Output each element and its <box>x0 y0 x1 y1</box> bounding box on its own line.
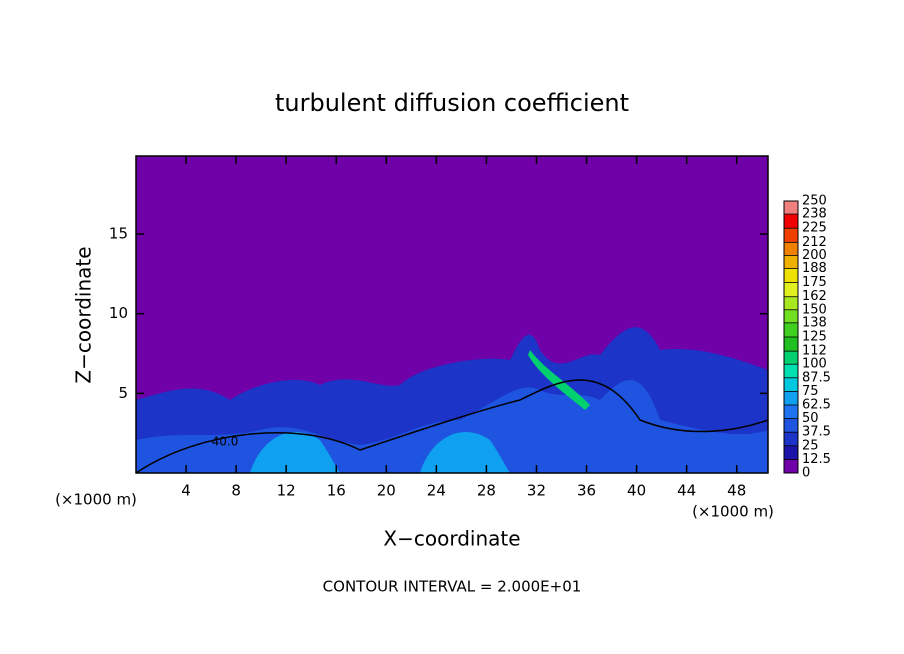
x-tick-label: 8 <box>231 482 241 500</box>
colorbar-bin <box>784 432 798 446</box>
colorbar-label: 225 <box>802 221 827 236</box>
colorbar-bin <box>784 201 798 215</box>
colorbar-bin <box>784 391 798 405</box>
colorbar-bin <box>784 322 798 337</box>
x-tick-label: 36 <box>577 482 596 500</box>
colorbar-label: 125 <box>802 330 827 345</box>
colorbar-bin <box>784 418 798 433</box>
y-tick-label: 5 <box>118 384 128 402</box>
colorbar-label: 112 <box>802 344 827 359</box>
colorbar-label: 162 <box>802 289 827 304</box>
colorbar-label: 87.5 <box>802 370 831 385</box>
colorbar-bin <box>784 351 798 365</box>
x-axis-title: X−coordinate <box>383 527 520 551</box>
colorbar-label: 12.5 <box>802 452 831 467</box>
footer: CONTOUR INTERVAL = 2.000E+01 <box>323 578 582 596</box>
y-tick-label: 10 <box>109 304 128 322</box>
colorbar-label: 62.5 <box>802 398 831 413</box>
plot-frame <box>135 155 769 474</box>
colorbar-bin <box>784 459 798 473</box>
x-tick-label: 20 <box>377 482 396 500</box>
x-tick-label: 44 <box>677 482 696 500</box>
x-tick-label: 24 <box>427 482 446 500</box>
colorbar-bin <box>784 405 798 419</box>
chart-title: turbulent diffusion coefficient <box>275 89 629 117</box>
colorbar-label: 75 <box>802 384 819 399</box>
colorbar-bin <box>784 296 798 310</box>
colorbar-label: 50 <box>802 411 819 426</box>
colorbar-label: 212 <box>802 235 827 250</box>
y-tick-label: 15 <box>109 225 128 243</box>
x-tick-label: 16 <box>327 482 346 500</box>
x-unit: (×1000 m) <box>55 491 137 509</box>
colorbar-bin <box>784 214 798 229</box>
colorbar-label: 150 <box>802 302 827 317</box>
colorbar-bin <box>784 242 798 256</box>
y-axis-title: Z−coordinate <box>72 246 96 383</box>
colorbar-bin <box>784 309 798 323</box>
colorbar-bin <box>784 255 798 269</box>
x-tick-label: 48 <box>727 482 746 500</box>
colorbar-label: 0 <box>802 466 810 481</box>
colorbar-label: 188 <box>802 261 827 276</box>
x-tick-label: 32 <box>527 482 546 500</box>
colorbar-label: 238 <box>802 207 827 222</box>
colorbar-bin <box>784 268 798 283</box>
x-tick-label: 4 <box>181 482 191 500</box>
colorbar-label: 138 <box>802 315 827 330</box>
colorbar-bin <box>784 337 798 352</box>
colorbar-label: 175 <box>802 275 827 290</box>
colorbar-label: 37.5 <box>802 425 831 440</box>
field: 40.0 <box>135 156 769 474</box>
colorbar-bin <box>784 228 798 243</box>
colorbar-bin <box>784 282 798 297</box>
contour-label: 40.0 <box>212 435 239 449</box>
colorbar-bin <box>784 364 798 378</box>
x-tick-label: 12 <box>277 482 296 500</box>
colorbar-label: 25 <box>802 438 819 453</box>
x-tick-label: 40 <box>627 482 646 500</box>
x-unit: (×1000 m) <box>692 503 774 521</box>
colorbar-bin <box>784 445 798 460</box>
x-tick-label: 28 <box>477 482 496 500</box>
colorbar-bin <box>784 377 798 392</box>
colorbar-label: 250 <box>802 194 827 209</box>
colorbar-label: 100 <box>802 357 827 372</box>
colorbar-label: 200 <box>802 248 827 263</box>
